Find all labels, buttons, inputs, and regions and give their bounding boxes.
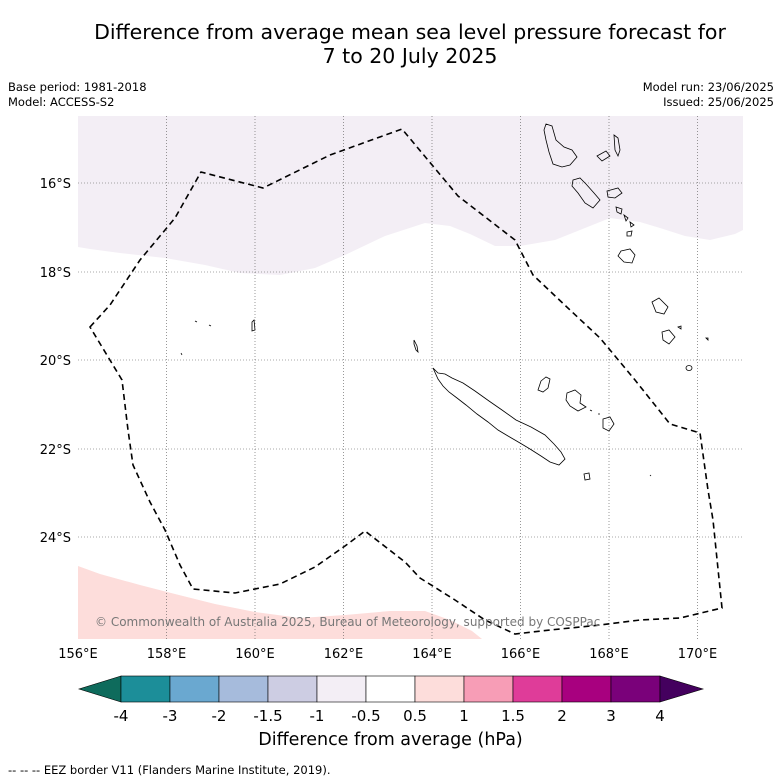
- belep-islands: [413, 339, 419, 354]
- colorbar-title: Difference from average (hPa): [258, 730, 523, 750]
- lat-label: 16°S: [40, 177, 71, 192]
- lon-label: 156°E: [58, 647, 98, 662]
- colorbar: -4 -3 -2 -1.5 -1 -0.5 0.5 1 1.5 2 3 4: [77, 675, 705, 725]
- base-period: Base period: 1981-2018: [8, 80, 147, 94]
- pressure-anomaly-negative-region: [78, 116, 743, 275]
- colorbar-swatch: [561, 675, 612, 703]
- pressure-anomaly-positive-region: [78, 566, 482, 639]
- colorbar-tick-label: 3: [606, 707, 616, 725]
- colorbar-swatch: [365, 675, 416, 703]
- graticule: [78, 116, 743, 639]
- model-name: Model: ACCESS-S2: [8, 95, 115, 109]
- lifou-island: [565, 389, 587, 412]
- colorbar-swatch: [120, 675, 171, 703]
- colorbar-tick-label: 4: [655, 707, 665, 725]
- lon-label: 158°E: [147, 647, 187, 662]
- copyright-text: © Commonwealth of Australia 2025, Bureau…: [95, 615, 600, 629]
- colorbar-tick-label: -2: [212, 707, 227, 725]
- colorbar-swatch: [463, 675, 514, 703]
- espiritu-santo: [543, 123, 578, 168]
- title-line-1: Difference from average mean sea level p…: [94, 20, 726, 44]
- colorbar-tick-label: -4: [114, 707, 129, 725]
- colorbar-swatch: [169, 675, 220, 703]
- isle-of-pines: [583, 472, 591, 481]
- colorbar-tick-label: 2: [557, 707, 567, 725]
- tanna-island: [651, 297, 669, 315]
- colorbar-tick-label: 0.5: [403, 707, 427, 725]
- eez-legend: -- -- -- EEZ border V11 (Flanders Marine…: [8, 763, 331, 777]
- erromango-island: [617, 248, 636, 264]
- maewo-island: [613, 134, 621, 158]
- colorbar-swatch: [610, 675, 661, 703]
- model-run: Model run: 23/06/2025: [642, 80, 774, 94]
- colorbar-swatch: [512, 675, 563, 703]
- small-island-east: [677, 325, 709, 341]
- ouvea-island: [537, 376, 551, 393]
- colorbar-tick-label: -3: [163, 707, 178, 725]
- walpole-island: [685, 365, 693, 371]
- colorbar-tick-label: -0.5: [351, 707, 380, 725]
- epi-island: [615, 206, 623, 215]
- lat-label: 22°S: [40, 443, 71, 458]
- lat-label: 18°S: [40, 266, 71, 281]
- issued-date: Issued: 25/06/2025: [663, 95, 774, 109]
- ambae-island: [596, 150, 611, 162]
- small-reef-3: [589, 409, 652, 477]
- colorbar-swatch: [414, 675, 465, 703]
- small-reef-2: [180, 352, 183, 356]
- colorbar-tick-label: 1: [459, 707, 469, 725]
- new-caledonia-mainland: [432, 367, 566, 466]
- colorbar-extend-low: [77, 675, 122, 703]
- colorbar-tick-label: 1.5: [501, 707, 525, 725]
- eez-border: [89, 128, 723, 635]
- longitude-labels: 156°E 158°E 160°E 162°E 164°E 166°E 168°…: [58, 647, 717, 662]
- meta-left: Base period: 1981-2018 Model: ACCESS-S2: [8, 80, 147, 110]
- latitude-labels: 16°S 18°S 20°S 22°S 24°S: [40, 177, 71, 546]
- lon-label: 162°E: [324, 647, 364, 662]
- colorbar-tick-label: -1.5: [253, 707, 282, 725]
- lon-label: 170°E: [678, 647, 718, 662]
- lat-label: 20°S: [40, 354, 71, 369]
- ambrym-island: [606, 187, 623, 199]
- lon-label: 164°E: [412, 647, 452, 662]
- small-reef-1: [194, 320, 212, 327]
- colorbar-tick-label: -1: [310, 707, 325, 725]
- map-title: Difference from average mean sea level p…: [40, 20, 780, 68]
- colorbar-swatch: [218, 675, 269, 703]
- malekula-island: [571, 177, 601, 209]
- lon-label: 160°E: [235, 647, 275, 662]
- aneityum-island: [661, 329, 676, 345]
- colorbar-swatch: [316, 675, 367, 703]
- efate-island: [626, 230, 633, 237]
- map-area: [78, 116, 743, 639]
- mare-island: [602, 416, 615, 432]
- colorbar-swatch: [267, 675, 318, 703]
- meta-right: Model run: 23/06/2025 Issued: 25/06/2025: [643, 80, 774, 110]
- colorbar-extend-high: [659, 675, 705, 703]
- chesterfield-reef: [251, 319, 256, 332]
- lon-label: 168°E: [589, 647, 629, 662]
- title-line-2: 7 to 20 July 2025: [322, 44, 498, 68]
- small-islands-shepherd: [623, 213, 635, 228]
- lat-label: 24°S: [40, 531, 71, 546]
- lon-label: 166°E: [501, 647, 541, 662]
